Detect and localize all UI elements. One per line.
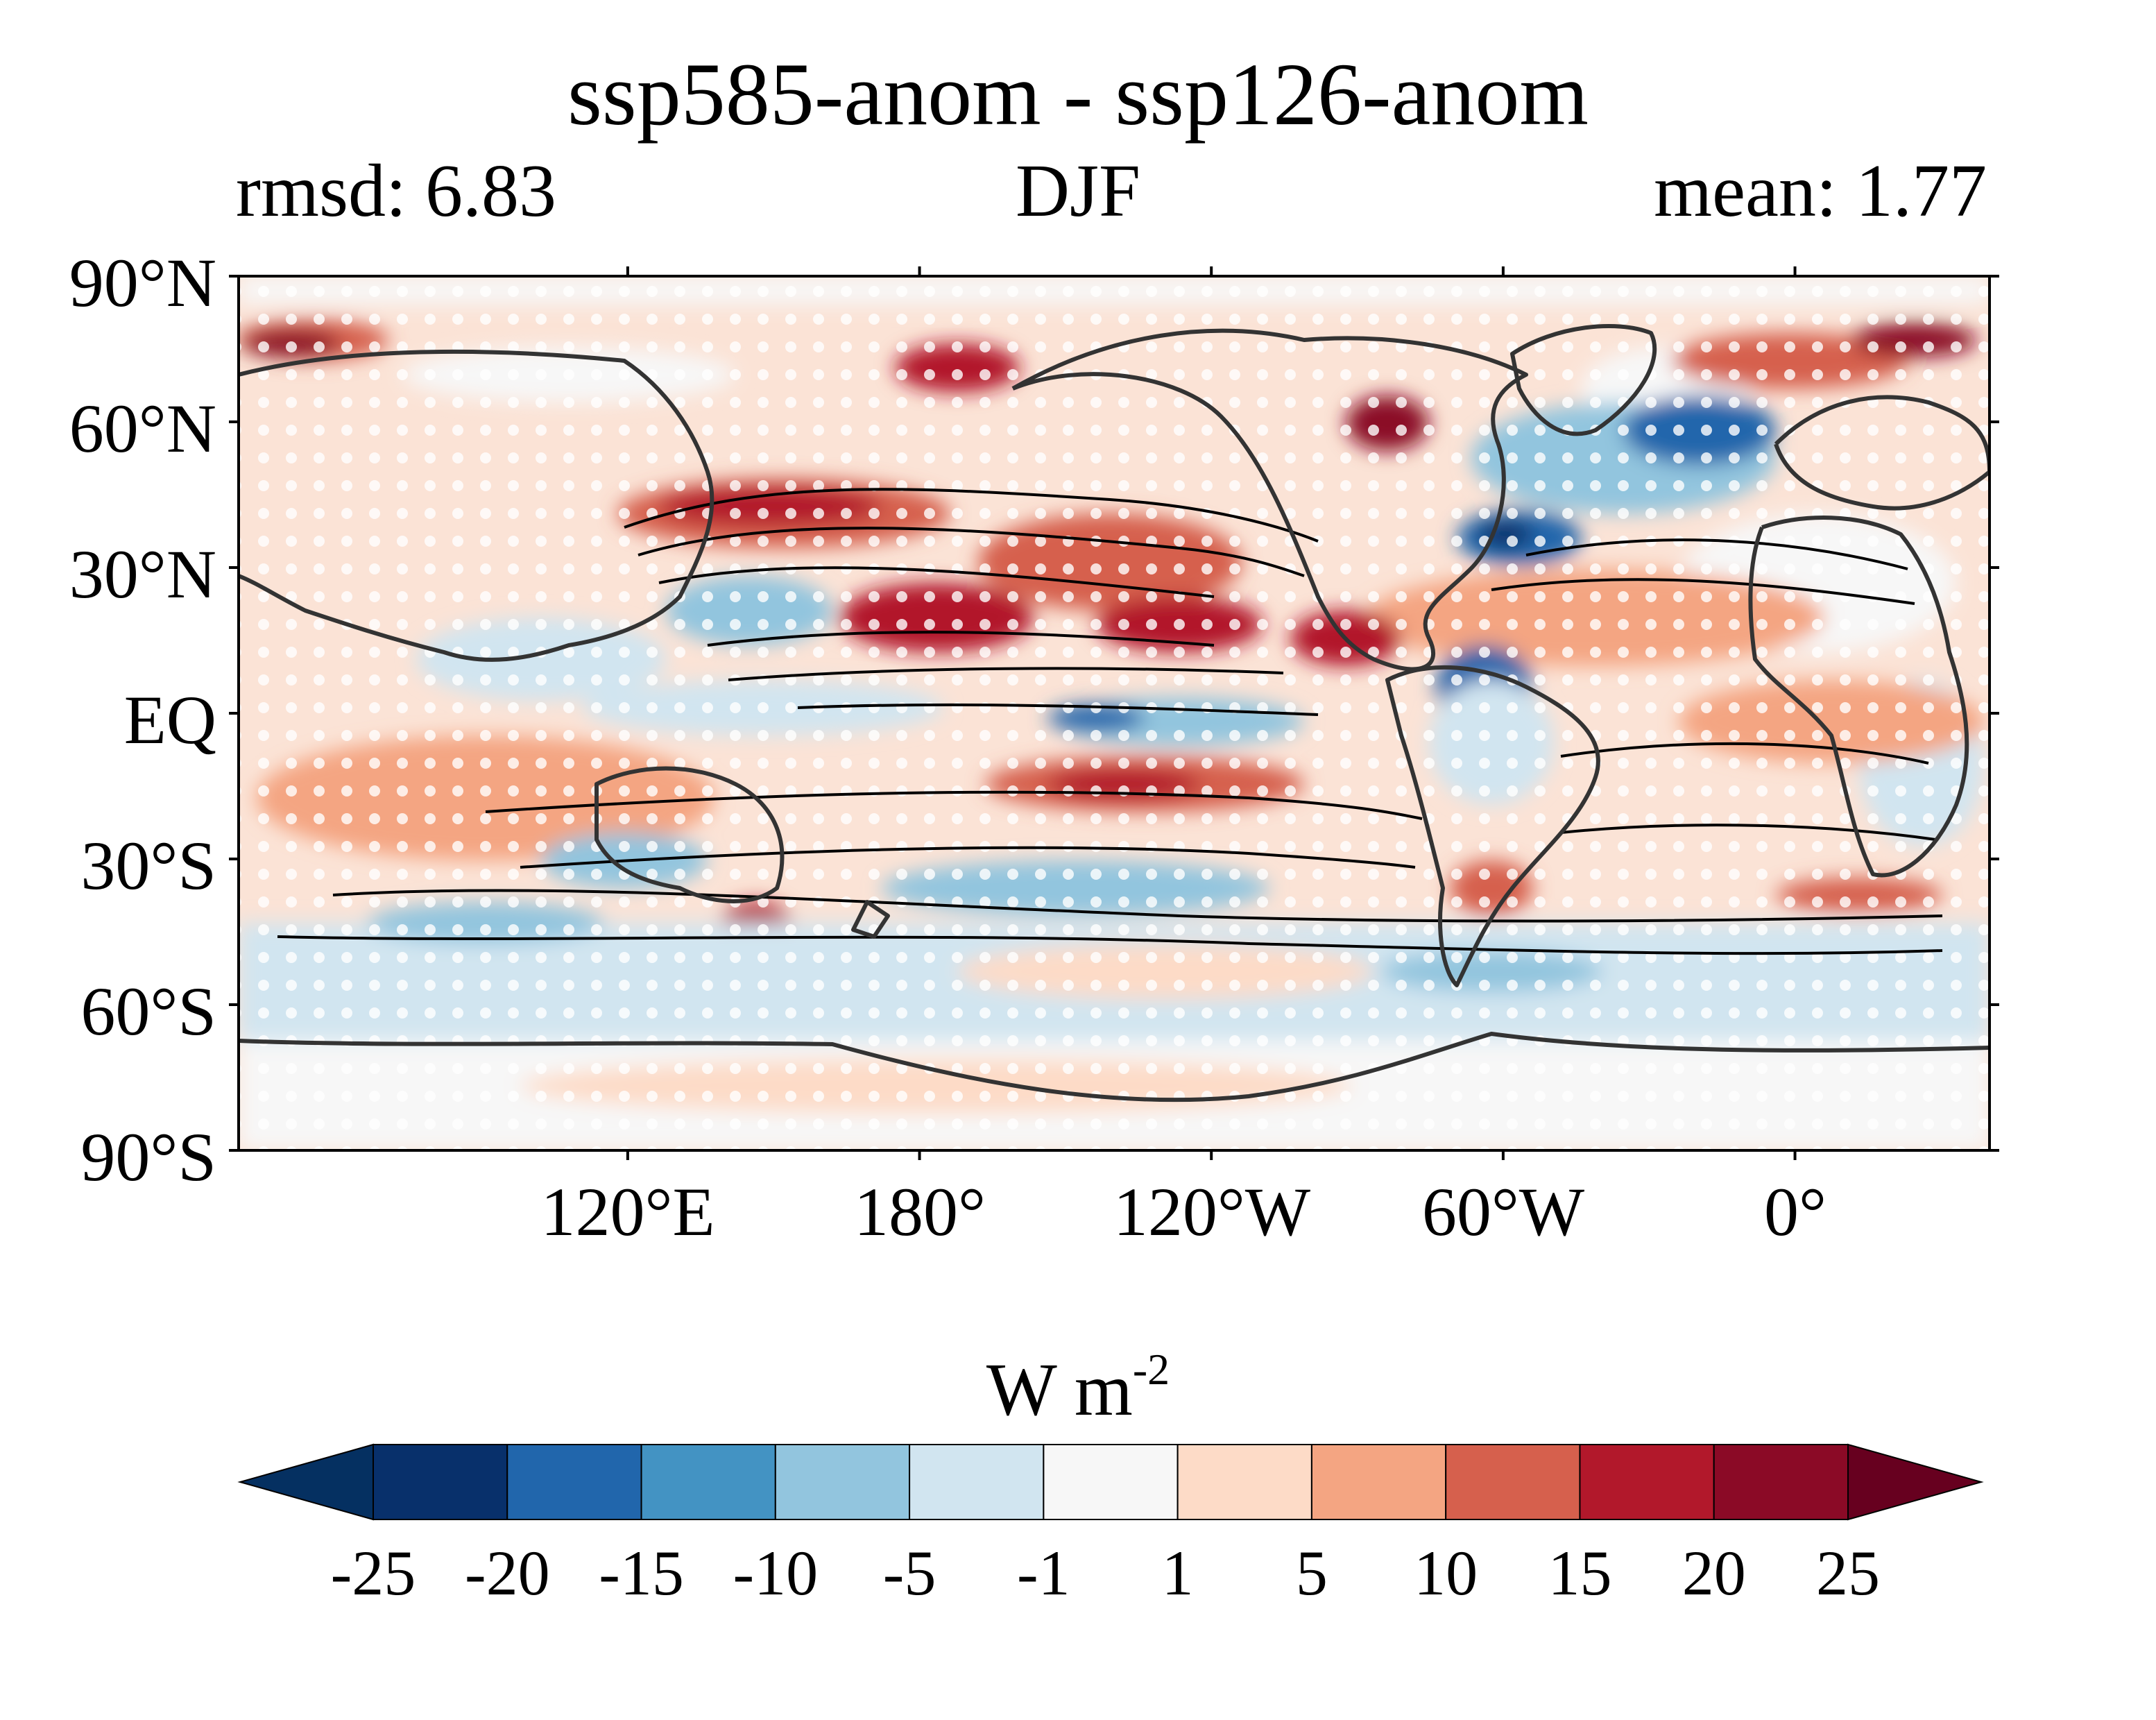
mean-contours: [277, 488, 1943, 955]
colorbar-tick-label: 15: [1548, 1538, 1611, 1608]
lat-label-90s: 90°S: [80, 1118, 216, 1195]
rmsd-label: rmsd: 6.83: [236, 150, 557, 232]
lat-label-90n: 90°N: [69, 244, 216, 321]
lat-label-30s: 30°S: [80, 827, 216, 904]
colorbar-extend-low: [237, 1443, 374, 1521]
mean-label: mean: 1.77: [1654, 150, 1987, 232]
colorbar: [237, 1443, 1984, 1521]
lon-label-0: 0°: [1764, 1173, 1826, 1250]
lon-label-180: 180°: [854, 1173, 986, 1250]
colorbar-bin: [1310, 1444, 1447, 1520]
anomaly-field: [239, 276, 1990, 1150]
lat-label-eq: EQ: [124, 681, 216, 758]
colorbar-bin: [1177, 1444, 1312, 1520]
lon-ticks: [626, 266, 1797, 1160]
colorbar-tick-label: 5: [1296, 1538, 1328, 1608]
colorbar-tick-label: -5: [883, 1538, 936, 1608]
colorbar-tick-label: -10: [733, 1538, 818, 1608]
lat-ticks: [229, 275, 1999, 1152]
colorbar-tick-label: -1: [1017, 1538, 1070, 1608]
unit-base: W m: [986, 1349, 1133, 1431]
season-label: DJF: [1015, 150, 1141, 232]
lat-label-60s: 60°S: [80, 973, 216, 1050]
colorbar-bin: [640, 1444, 776, 1520]
colorbar-extend-high: [1847, 1443, 1984, 1521]
colorbar-tick-label: -15: [599, 1538, 684, 1608]
colorbar-tick-label: 20: [1682, 1538, 1746, 1608]
colorbar-bin: [774, 1444, 911, 1520]
lon-label-120e: 120°E: [540, 1173, 715, 1250]
colorbar-tick-label: 1: [1162, 1538, 1194, 1608]
lon-label-120w: 120°W: [1113, 1173, 1311, 1250]
colorbar-bin: [1713, 1444, 1849, 1520]
map-title: ssp585-anom - ssp126-anom: [567, 45, 1589, 144]
lat-label-30n: 30°N: [69, 536, 216, 613]
colorbar-unit-label: W m-2: [0, 1347, 2156, 1428]
colorbar-tick-label: -25: [331, 1538, 416, 1608]
colorbar-bin: [373, 1444, 508, 1520]
unit-exponent: -2: [1132, 1345, 1170, 1394]
colorbar-ticks: -25 -20 -15 -10 -5 -1 1 5 10 15 20 25: [331, 1538, 1880, 1608]
colorbar-bin: [1043, 1444, 1179, 1520]
colorbar-bin: [1579, 1444, 1715, 1520]
colorbar-bin: [909, 1444, 1045, 1520]
colorbar-tick-label: 25: [1816, 1538, 1880, 1608]
colorbar-bin: [506, 1444, 642, 1520]
lat-label-60n: 60°N: [69, 390, 216, 467]
colorbar-tick-label: 10: [1414, 1538, 1478, 1608]
lon-label-60w: 60°W: [1422, 1173, 1585, 1250]
colorbar-bin: [1445, 1444, 1581, 1520]
colorbar-tick-label: -20: [465, 1538, 550, 1608]
